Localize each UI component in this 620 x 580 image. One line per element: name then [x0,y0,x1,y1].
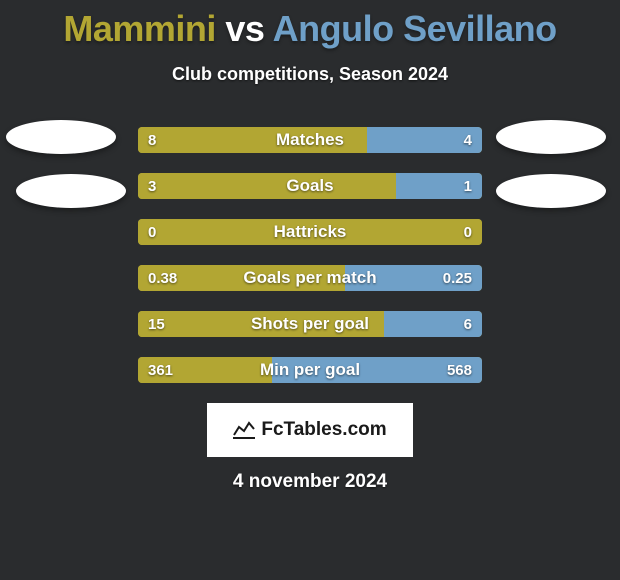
bar-label: Matches [138,127,482,153]
bar-value-right: 0 [454,219,482,245]
bar-value-left: 361 [138,357,183,383]
bar-label: Hattricks [138,219,482,245]
vs-text: vs [216,8,273,49]
stat-bar: Min per goal361 568 [138,357,482,383]
bar-label: Shots per goal [138,311,482,337]
bar-value-left: 15 [138,311,175,337]
stat-bar: Goals per match0.38 0.25 [138,265,482,291]
club-badge-right [496,120,606,154]
subtitle: Club competitions, Season 2024 [0,64,620,85]
watermark-text: FcTables.com [261,419,386,441]
bar-value-right: 6 [454,311,482,337]
bar-label: Goals per match [138,265,482,291]
player-right-name: Angulo Sevillano [273,8,557,49]
stat-bar: Shots per goal15 6 [138,311,482,337]
club-badge-right-2 [496,174,606,208]
bar-value-right: 568 [437,357,482,383]
bar-label: Goals [138,173,482,199]
bar-value-left: 8 [138,127,166,153]
club-badge-left-2 [16,174,126,208]
stat-bar: Hattricks0 0 [138,219,482,245]
bar-value-left: 0.38 [138,265,187,291]
bar-label: Min per goal [138,357,482,383]
comparison-card: Mammini vs Angulo Sevillano Club competi… [0,0,620,580]
footer-date: 4 november 2024 [0,471,620,493]
stat-bars: Matches8 4 Goals3 1 Hattricks0 0 Goals per mat… [138,127,482,383]
bar-value-right: 0.25 [433,265,482,291]
bar-value-right: 4 [454,127,482,153]
bar-value-right: 1 [454,173,482,199]
chart-icon [233,421,255,439]
bar-value-left: 3 [138,173,166,199]
stat-bar: Matches8 4 [138,127,482,153]
club-badge-left [6,120,116,154]
stat-bar: Goals3 1 [138,173,482,199]
bar-value-left: 0 [138,219,166,245]
player-left-name: Mammini [63,8,216,49]
watermark: FcTables.com [207,403,413,457]
page-title: Mammini vs Angulo Sevillano [0,0,620,50]
